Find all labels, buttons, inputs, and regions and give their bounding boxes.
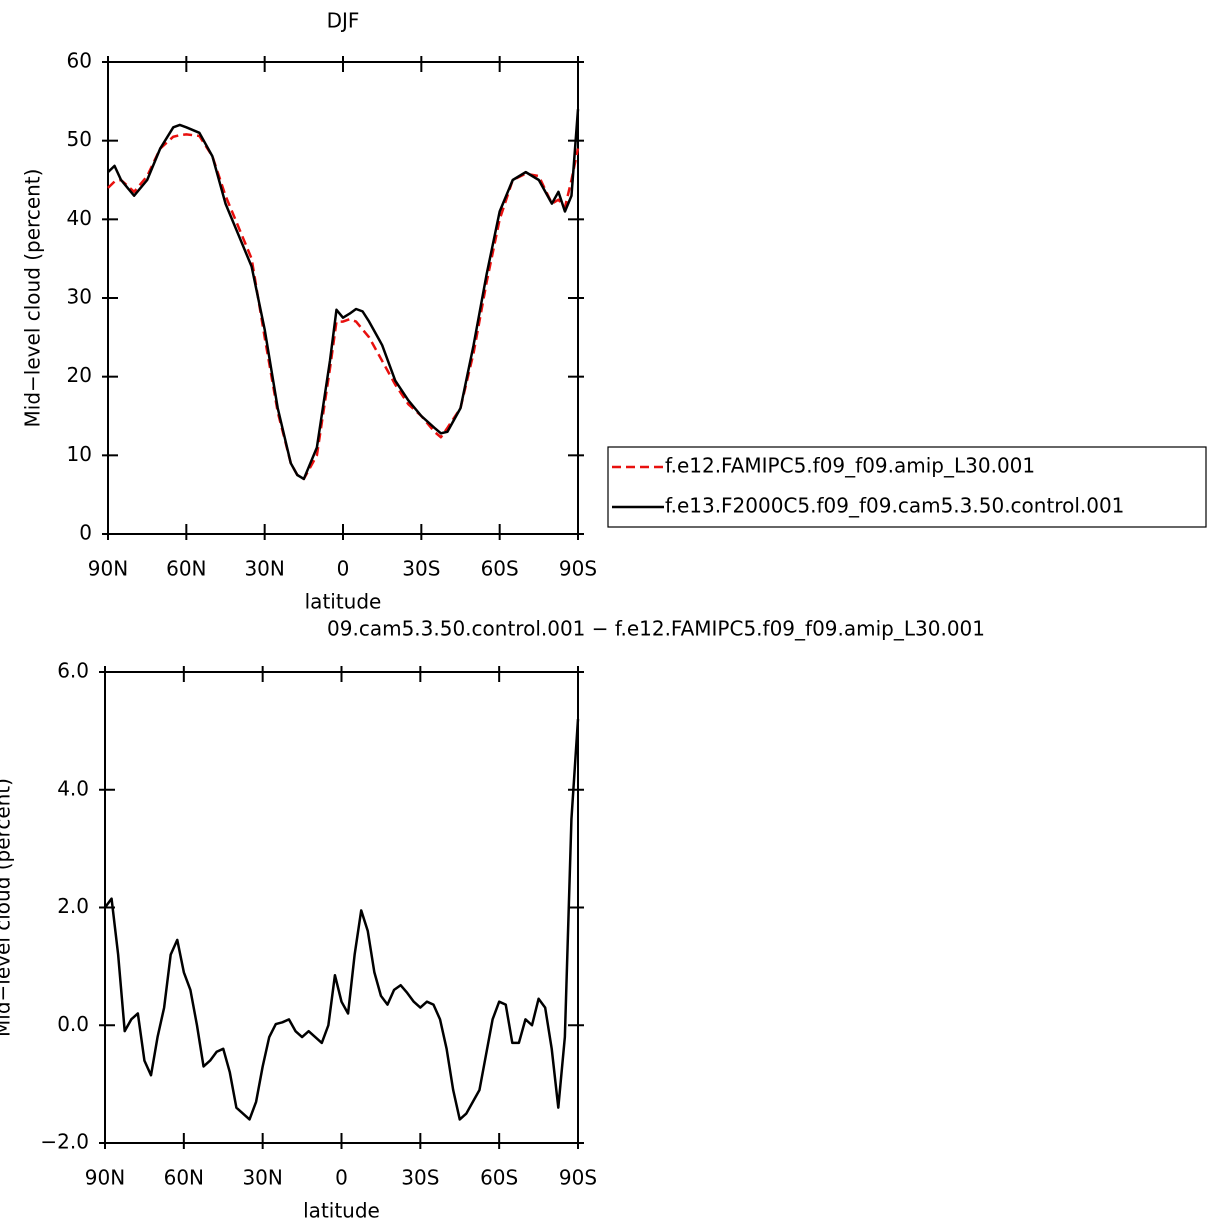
x-axis-label: latitude (305, 590, 382, 614)
data-line (103, 719, 580, 1121)
data-line (107, 109, 580, 481)
x-tick-label: 0 (337, 557, 350, 581)
y-axis-label: Mid−level cloud (percent) (21, 169, 45, 428)
y-tick-label: 0 (79, 521, 92, 545)
y-tick-label: 50 (67, 127, 92, 151)
x-tick-label: 0 (335, 1166, 348, 1190)
chart-title: 09.cam5.3.50.control.001 − f.e12.FAMIPC5… (327, 617, 985, 641)
y-tick-label: 6.0 (57, 659, 89, 683)
legend-label: f.e13.F2000C5.f09_f09.cam5.3.50.control.… (665, 494, 1124, 518)
data-line (107, 133, 580, 481)
y-tick-label: 10 (67, 442, 92, 466)
x-tick-label: 60S (480, 1166, 518, 1190)
x-tick-label: 60S (481, 557, 519, 581)
plot-frame (104, 671, 579, 1144)
y-tick-label: 40 (67, 206, 92, 230)
y-tick-label: 4.0 (57, 776, 89, 800)
y-tick-label: 0.0 (57, 1012, 89, 1036)
x-tick-label: 90S (559, 557, 597, 581)
x-tick-label: 30N (244, 557, 284, 581)
plot-frame (107, 61, 579, 535)
x-tick-label: 90N (85, 1166, 125, 1190)
x-tick-label: 90S (559, 1166, 597, 1190)
y-tick-label: 30 (67, 285, 92, 309)
x-axis-label: latitude (303, 1199, 380, 1223)
x-tick-label: 30S (401, 1166, 439, 1190)
chart-title: DJF (327, 9, 360, 33)
y-tick-label: 60 (67, 49, 92, 73)
y-tick-label: −2.0 (40, 1130, 89, 1154)
legend-label: f.e12.FAMIPC5.f09_f09.amip_L30.001 (665, 454, 1035, 478)
x-tick-label: 30S (402, 557, 440, 581)
y-tick-label: 2.0 (57, 894, 89, 918)
x-tick-label: 60N (164, 1166, 204, 1190)
x-tick-label: 30N (242, 1166, 282, 1190)
x-tick-label: 90N (88, 557, 128, 581)
y-tick-label: 20 (67, 363, 92, 387)
y-axis-label: Mid−level cloud (percent) (0, 778, 15, 1037)
x-tick-label: 60N (166, 557, 206, 581)
legend-box (607, 446, 1207, 528)
